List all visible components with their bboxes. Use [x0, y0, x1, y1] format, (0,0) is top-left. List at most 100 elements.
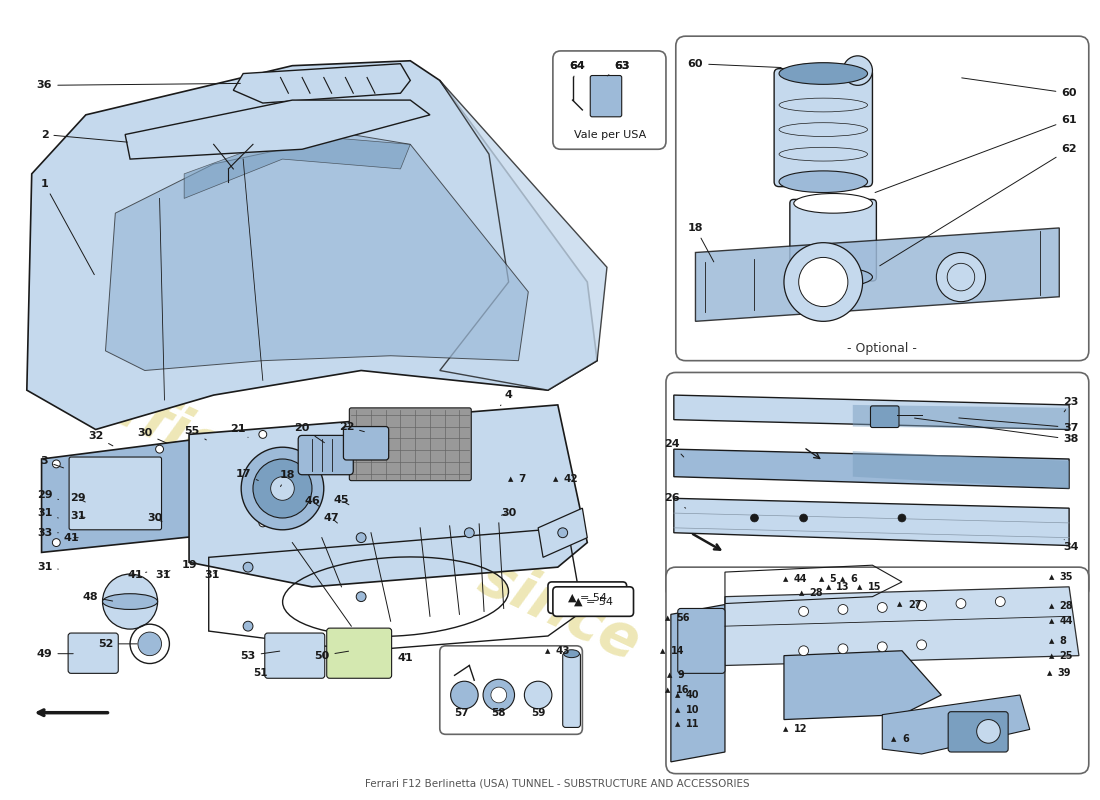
Text: 44: 44	[794, 574, 807, 584]
Polygon shape	[233, 64, 410, 103]
Polygon shape	[671, 605, 725, 762]
Circle shape	[843, 56, 872, 86]
Text: 29: 29	[70, 494, 86, 503]
Circle shape	[258, 519, 266, 527]
Text: 55: 55	[185, 426, 207, 440]
Polygon shape	[189, 405, 587, 587]
Text: 31: 31	[70, 511, 86, 521]
Text: 35: 35	[1059, 572, 1072, 582]
Polygon shape	[852, 405, 1069, 430]
Text: 57: 57	[454, 708, 469, 718]
Polygon shape	[674, 449, 1069, 489]
Text: 50: 50	[315, 650, 349, 661]
Text: Ferrari F12 Berlinetta (USA) TUNNEL - SUBSTRUCTURE AND ACCESSORIES: Ferrari F12 Berlinetta (USA) TUNNEL - SU…	[365, 778, 750, 789]
Ellipse shape	[779, 62, 868, 84]
Text: 8: 8	[1059, 636, 1066, 646]
Text: ▲: ▲	[1048, 603, 1054, 610]
Text: 52: 52	[98, 639, 138, 649]
Circle shape	[956, 598, 966, 609]
FancyBboxPatch shape	[440, 646, 582, 734]
Text: 41: 41	[128, 570, 146, 580]
Text: 51: 51	[254, 668, 268, 678]
Text: 22: 22	[339, 422, 364, 432]
Polygon shape	[42, 430, 277, 553]
Circle shape	[936, 253, 986, 302]
Ellipse shape	[794, 194, 872, 213]
Polygon shape	[784, 650, 942, 719]
Circle shape	[241, 447, 323, 530]
Text: 63: 63	[614, 61, 629, 70]
Polygon shape	[125, 100, 430, 159]
Text: ▲: ▲	[553, 476, 559, 482]
Text: 19: 19	[182, 560, 197, 570]
Circle shape	[53, 460, 60, 468]
Text: ▲: ▲	[891, 736, 896, 742]
Text: 17: 17	[235, 469, 258, 481]
Text: 53: 53	[241, 650, 279, 661]
Circle shape	[878, 602, 888, 612]
FancyBboxPatch shape	[343, 426, 388, 460]
Text: 5: 5	[829, 574, 836, 584]
Text: 32: 32	[88, 431, 113, 446]
Text: 3: 3	[41, 456, 64, 468]
Text: 28: 28	[810, 588, 823, 598]
Text: ▲: ▲	[546, 648, 551, 654]
Circle shape	[799, 258, 848, 306]
Text: 31: 31	[36, 508, 58, 518]
FancyBboxPatch shape	[774, 69, 872, 186]
Text: 4: 4	[500, 390, 513, 406]
Text: 29: 29	[36, 490, 58, 500]
Circle shape	[799, 606, 808, 616]
Text: 31: 31	[36, 562, 58, 572]
Text: 14: 14	[671, 646, 684, 656]
Ellipse shape	[102, 594, 157, 610]
Text: 31: 31	[155, 570, 170, 580]
Text: 41: 41	[397, 653, 414, 662]
Text: ▲: ▲	[1048, 574, 1054, 580]
Text: ▲: ▲	[799, 590, 804, 596]
Text: 38: 38	[914, 418, 1079, 444]
Text: 60: 60	[688, 58, 781, 69]
Ellipse shape	[779, 171, 868, 193]
Text: 48: 48	[82, 592, 112, 602]
Text: ▲: ▲	[666, 687, 671, 693]
Circle shape	[102, 574, 157, 629]
Text: ▲: ▲	[1048, 653, 1054, 658]
Circle shape	[525, 682, 552, 709]
Ellipse shape	[794, 267, 872, 287]
Text: 1: 1	[41, 178, 95, 274]
Text: 62: 62	[880, 144, 1077, 266]
Text: 44: 44	[1059, 616, 1072, 626]
Text: 61: 61	[876, 114, 1077, 193]
Text: 20: 20	[295, 422, 324, 442]
Text: ▲ = 54: ▲ = 54	[568, 593, 607, 602]
Text: 10: 10	[685, 705, 700, 714]
Text: 63: 63	[607, 61, 629, 76]
Ellipse shape	[779, 63, 868, 88]
Text: 64: 64	[570, 61, 585, 70]
FancyBboxPatch shape	[666, 567, 1089, 774]
FancyBboxPatch shape	[553, 587, 634, 616]
FancyBboxPatch shape	[678, 609, 725, 674]
Text: 30: 30	[500, 508, 516, 518]
Text: ▲: ▲	[675, 722, 681, 727]
Text: 45: 45	[333, 495, 349, 506]
Text: 6: 6	[850, 574, 858, 584]
Text: 42: 42	[563, 474, 579, 484]
Text: 25: 25	[1059, 650, 1072, 661]
Circle shape	[996, 597, 1005, 606]
Text: ▲: ▲	[818, 576, 824, 582]
Text: ▲: ▲	[783, 726, 789, 733]
Polygon shape	[674, 498, 1069, 546]
Ellipse shape	[563, 650, 580, 658]
Circle shape	[878, 642, 888, 652]
Polygon shape	[725, 587, 1079, 666]
Text: official parts since: official parts since	[74, 363, 649, 673]
Circle shape	[898, 514, 906, 522]
Text: 30: 30	[138, 429, 167, 443]
FancyBboxPatch shape	[870, 406, 899, 427]
Circle shape	[451, 682, 478, 709]
Text: 16: 16	[675, 685, 690, 695]
Text: 13: 13	[836, 582, 849, 592]
Text: 18: 18	[688, 223, 714, 262]
